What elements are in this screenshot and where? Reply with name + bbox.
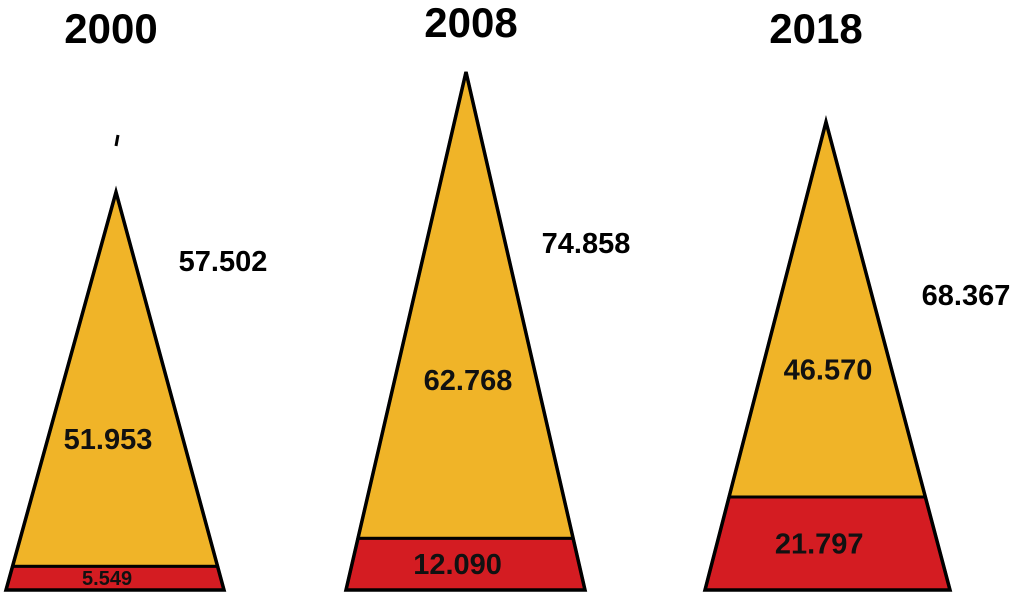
upper-value-label-2008: 62.768	[424, 365, 513, 397]
pyramid-2008: 2008 74.858 62.768 12.090	[343, 0, 631, 592]
pyramid-outline-2000	[3, 185, 227, 592]
pyramid-outline-2008	[343, 71, 588, 592]
upper-value-label-2000: 51.953	[64, 424, 153, 456]
upper-segment-2018	[727, 115, 928, 499]
year-title-2000: 2000	[64, 5, 157, 52]
total-label-2000: 57.502	[179, 246, 268, 278]
lower-value-label-2018: 21.797	[775, 529, 864, 561]
lower-value-label-2000: 5.549	[82, 568, 132, 590]
year-title-2008: 2008	[424, 0, 517, 46]
lower-value-label-2008: 12.090	[413, 549, 502, 581]
upper-segment-2008	[356, 71, 576, 540]
upper-value-label-2018: 46.570	[784, 354, 873, 386]
pyramid-outline-2018	[702, 115, 953, 592]
pyramid-2000: 2000 57.502 51.953 5.549	[3, 5, 268, 592]
total-label-2008: 74.858	[542, 228, 631, 260]
total-label-2018: 68.367	[922, 280, 1011, 312]
pyramid-2018: 2018 68.367 46.570 21.797	[702, 5, 1011, 592]
apex-tick-mark	[114, 134, 120, 147]
year-title-2018: 2018	[769, 5, 862, 52]
